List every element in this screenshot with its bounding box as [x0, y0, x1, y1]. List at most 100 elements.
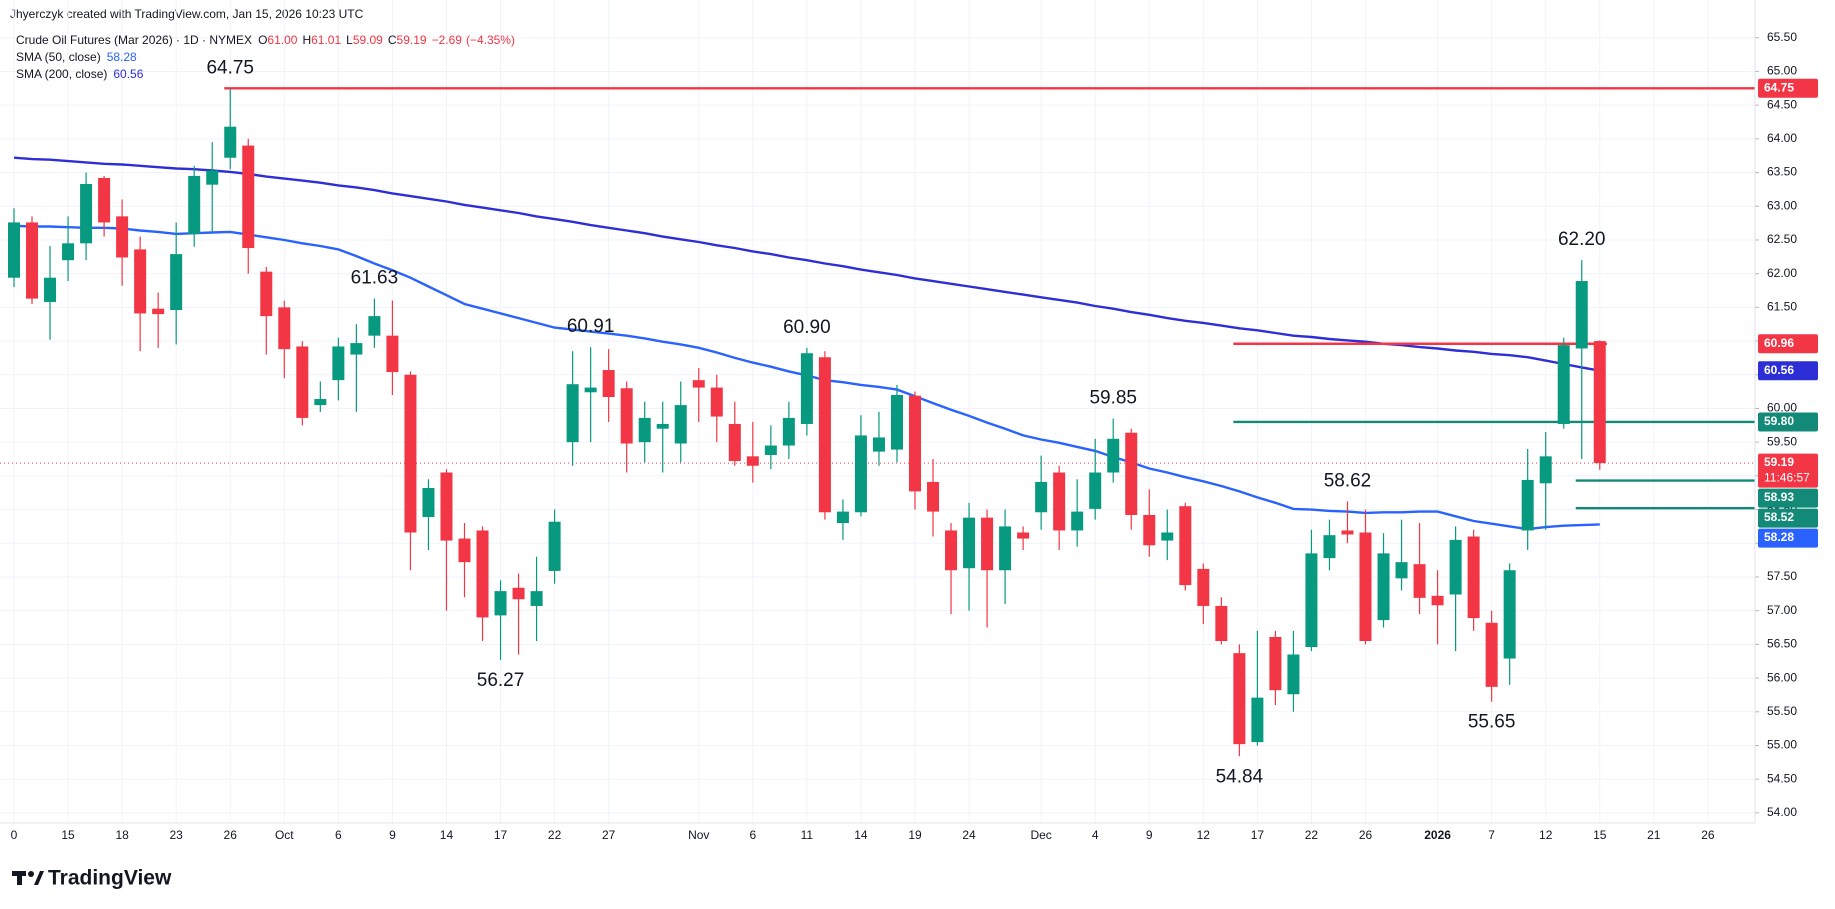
candle-body [764, 445, 777, 455]
x-tick-label: 23 [170, 828, 184, 842]
candle-body [260, 271, 273, 317]
candle-body [1125, 432, 1138, 515]
x-tick-label: 21 [1647, 828, 1661, 842]
candle-body [62, 243, 75, 261]
candle-body [170, 254, 183, 311]
candle-body [854, 435, 867, 513]
candle-body [1485, 622, 1498, 687]
annotation: 55.65 [1468, 712, 1516, 733]
x-tick-label: 12 [1539, 828, 1553, 842]
x-tick-label: 19 [908, 828, 922, 842]
y-tick-label: 63.50 [1767, 165, 1797, 179]
price-tag [1758, 453, 1818, 488]
y-tick-label: 61.50 [1767, 300, 1797, 314]
candle-body [422, 488, 435, 517]
candle-body [1431, 595, 1444, 606]
price-tag-label: 60.56 [1764, 363, 1794, 377]
y-tick-label: 65.00 [1767, 64, 1797, 78]
annotation: 59.85 [1089, 388, 1137, 409]
legend-field-name: L [346, 33, 353, 47]
y-tick-label: 63.00 [1767, 198, 1797, 212]
x-tick-label: 17 [494, 828, 508, 842]
candle-body [1467, 536, 1480, 619]
legend-sma: SMA (200, close) 60.56 [16, 67, 144, 81]
legend-sma: SMA (50, close) 58.28 [16, 50, 137, 64]
x-tick-label: 11 [801, 828, 814, 842]
price-tag-label: 64.75 [1764, 80, 1794, 94]
price-tag-label: 58.93 [1764, 490, 1794, 504]
candle-body [1341, 530, 1354, 535]
y-tick-label: 62.00 [1767, 266, 1797, 280]
candle-body [890, 394, 903, 450]
candle-body [26, 222, 39, 299]
price-tag [1758, 361, 1818, 381]
candle-body [1143, 514, 1156, 546]
y-tick-label: 64.50 [1767, 97, 1797, 111]
y-tick-label: 57.00 [1767, 603, 1797, 617]
candle-body [710, 387, 723, 417]
legend-field-name: C [388, 33, 397, 47]
y-tick-label: 54.50 [1767, 771, 1797, 785]
candle-body [602, 370, 615, 398]
candle-body [1179, 506, 1192, 586]
x-tick-label: 9 [389, 828, 396, 842]
price-tag-label: 58.28 [1764, 530, 1794, 544]
candle-body [44, 277, 57, 302]
candle-body [242, 145, 255, 249]
candle-body [278, 307, 291, 350]
candle-body [152, 308, 165, 315]
price-tag [1758, 488, 1818, 508]
candle-body [638, 417, 651, 443]
x-tick-label: 9 [1146, 828, 1153, 842]
candle-body [530, 591, 543, 606]
candle-body [981, 517, 994, 571]
candle-body [440, 472, 453, 541]
price-tag-label: 60.96 [1764, 336, 1794, 350]
annotation: 56.27 [477, 670, 525, 691]
legend-field-value: 59.09 [353, 33, 383, 47]
legend-change-pct: (−4.35%) [466, 33, 515, 47]
price-tag [1758, 412, 1818, 432]
x-tick-label: 27 [602, 828, 616, 842]
price-tag-countdown: 11:46:57 [1764, 471, 1810, 485]
candle-body [836, 511, 849, 524]
x-tick-label: 12 [1197, 828, 1211, 842]
candle-body [548, 521, 561, 571]
legend-sma-name: SMA (200, close) [16, 67, 107, 81]
candle-body [800, 353, 813, 424]
x-tick-label: 15 [61, 828, 75, 842]
x-tick-label: 15 [1593, 828, 1607, 842]
y-tick-label: 56.00 [1767, 670, 1797, 684]
candle-body [1161, 532, 1174, 541]
price-tag [1758, 334, 1818, 354]
y-tick-label: 55.00 [1767, 738, 1797, 752]
price-tag-label: 58.52 [1764, 510, 1794, 524]
candle-body [1269, 636, 1282, 691]
brand: TradingView [48, 867, 172, 890]
candle-body [296, 346, 309, 418]
candle-body [782, 417, 795, 446]
candle-body [314, 399, 327, 406]
candle-body [999, 526, 1012, 571]
legend-sma-value: 58.28 [107, 50, 137, 64]
y-tick-label: 54.00 [1767, 805, 1797, 819]
legend-change: −2.69 [432, 33, 463, 47]
x-tick-label: 26 [1359, 828, 1373, 842]
candle-body [584, 387, 597, 393]
candle-body [350, 343, 363, 355]
legend-main: Crude Oil Futures (Mar 2026) · 1D · NYME… [16, 33, 515, 47]
candle-body [1107, 438, 1120, 473]
x-tick-label: Dec [1030, 828, 1051, 842]
candle-body [1287, 654, 1300, 695]
x-tick-label: 14 [854, 828, 868, 842]
x-tick-label: 2026 [1424, 828, 1451, 842]
y-tick-label: 57.50 [1767, 569, 1797, 583]
candle-body [1359, 532, 1372, 642]
legend-field-value: 59.19 [397, 33, 427, 47]
price-tag-label: 59.19 [1764, 455, 1794, 469]
candle-body [872, 437, 885, 452]
price-tag [1758, 508, 1818, 528]
candle-body [945, 530, 958, 571]
